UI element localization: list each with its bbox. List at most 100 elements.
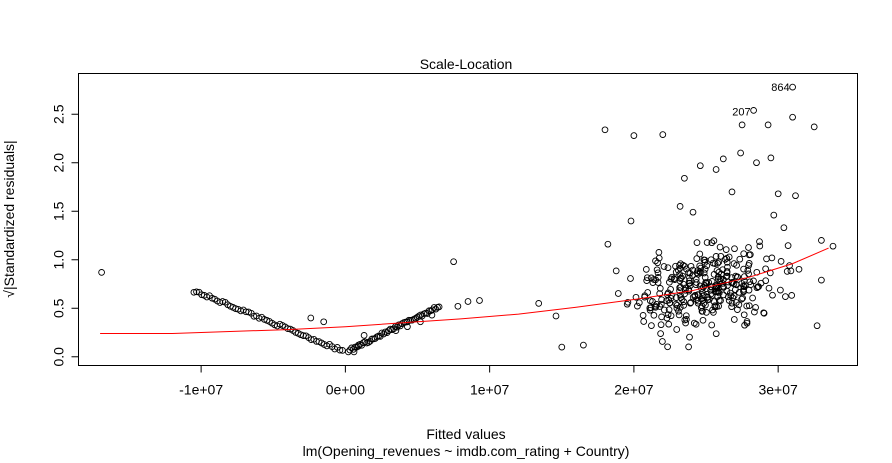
data-point (664, 343, 671, 351)
data-point (737, 149, 744, 157)
data-point (657, 330, 664, 337)
data-point (535, 300, 543, 307)
data-point (646, 306, 654, 314)
data-point (743, 318, 751, 325)
point-labels: 864 207 (732, 82, 789, 118)
data-point (747, 281, 755, 288)
data-point (756, 242, 764, 250)
data-point (730, 292, 738, 300)
data-point (730, 260, 738, 267)
data-point (685, 343, 692, 351)
data-point (653, 266, 661, 274)
data-point (810, 123, 818, 131)
data-point (601, 126, 609, 134)
data-point (686, 274, 693, 282)
x-tick-label: -1e+07 (179, 382, 223, 398)
data-point (646, 297, 654, 305)
data-point (690, 319, 698, 327)
data-point (404, 323, 411, 331)
x-axis: -1e+07 0e+00 1e+07 2e+07 3e+07 (179, 365, 798, 398)
data-point (682, 286, 689, 294)
data-point (648, 322, 655, 329)
data-point (764, 121, 772, 129)
data-point (683, 316, 690, 323)
data-point (788, 292, 796, 299)
data-point (614, 290, 622, 297)
data-point (723, 272, 731, 280)
smooth-line-group (100, 247, 829, 334)
data-point (739, 294, 746, 302)
data-point (714, 287, 722, 295)
data-point (664, 311, 672, 318)
data-point (661, 306, 668, 314)
data-point (755, 283, 762, 290)
data-point (432, 305, 440, 313)
data-point (655, 249, 663, 256)
data-point (430, 304, 438, 311)
data-point (634, 302, 641, 310)
chart-subtitle: lm(Opening_revenues ~ imdb.com_rating + … (303, 443, 630, 459)
data-point (390, 325, 398, 333)
data-point (784, 242, 792, 249)
data-point (753, 284, 761, 292)
data-point (736, 255, 744, 263)
data-point (768, 254, 776, 262)
data-point (627, 275, 634, 282)
data-point (652, 257, 659, 265)
data-point (829, 242, 837, 250)
data-point (728, 188, 736, 196)
data-point (716, 243, 724, 251)
data-point (704, 296, 711, 304)
data-point (696, 162, 704, 170)
data-point (376, 333, 384, 340)
data-point (714, 259, 722, 267)
data-point (351, 343, 359, 351)
data-point (708, 292, 716, 299)
data-point (612, 267, 620, 275)
data-point (627, 217, 635, 225)
scatter-points (98, 83, 837, 356)
data-point (749, 294, 756, 302)
data-point (735, 301, 743, 309)
data-point (464, 298, 472, 305)
data-point (765, 284, 773, 292)
data-point (789, 83, 796, 91)
data-point (717, 252, 725, 260)
data-point (476, 297, 483, 304)
data-point (693, 269, 701, 277)
data-point (762, 277, 770, 285)
data-point (760, 309, 768, 317)
data-point (681, 174, 688, 182)
data-point (744, 267, 752, 274)
data-point (769, 291, 776, 299)
data-point (686, 277, 693, 285)
data-point (703, 262, 711, 270)
data-point (705, 279, 713, 286)
data-point (724, 263, 731, 271)
plot-frame (78, 73, 858, 366)
data-point (680, 298, 688, 306)
data-point (741, 273, 748, 280)
data-point (774, 190, 782, 198)
data-point (777, 258, 785, 265)
smooth-line (100, 247, 829, 334)
data-point (336, 346, 344, 354)
data-point (673, 326, 681, 333)
data-point (693, 279, 700, 286)
data-point (642, 266, 650, 273)
data-point (665, 306, 673, 314)
data-point (818, 237, 825, 244)
data-point (656, 285, 664, 292)
data-point (635, 299, 643, 307)
data-point (717, 275, 724, 283)
data-point (740, 286, 747, 293)
data-point (672, 262, 679, 270)
data-point (682, 319, 689, 327)
data-point (731, 245, 738, 253)
data-point (763, 255, 770, 263)
data-point (355, 341, 362, 349)
data-point (680, 302, 688, 309)
data-point (723, 273, 730, 280)
data-point (675, 311, 683, 319)
